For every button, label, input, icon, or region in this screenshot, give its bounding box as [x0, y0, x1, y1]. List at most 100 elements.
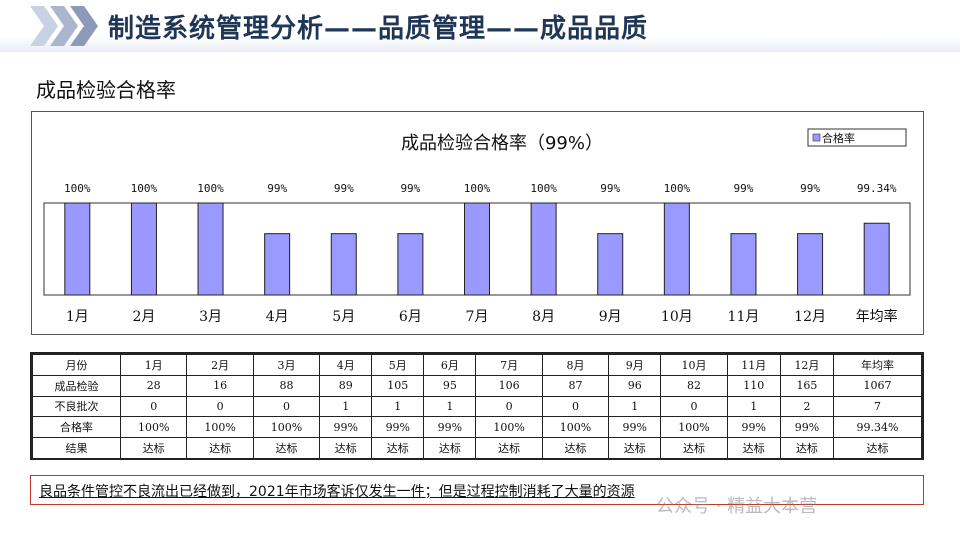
legend-swatch	[812, 133, 821, 142]
table-cell: 1	[319, 395, 373, 418]
x-tick-label-6: 6月	[399, 309, 422, 325]
x-tick-label-5: 5月	[332, 309, 355, 325]
table-cell: 达标	[541, 437, 610, 459]
bar-8	[530, 202, 557, 296]
table-cell: 11月	[726, 354, 781, 376]
table-cell: 89	[319, 374, 373, 397]
chevron-arrows-icon	[30, 6, 98, 46]
table-cell: 106	[475, 374, 543, 397]
table-cell: 99%	[371, 416, 425, 439]
x-tick-label-12: 12月	[794, 309, 826, 325]
table-cell: 1月	[119, 354, 188, 376]
table-cell: 8月	[541, 354, 610, 376]
table-cell: 7月	[475, 354, 543, 376]
x-tick-label-10: 10月	[661, 309, 693, 325]
bar-chart: 成品检验合格率（99%） 合格率 100% 100% 100% 99% 99% 99% 10…	[43, 128, 911, 325]
data-label-2: 100%	[131, 182, 158, 195]
page-title: 制造系统管理分析——品质管理——成品品质	[108, 14, 649, 44]
table-cell: 99%	[726, 416, 781, 439]
table-row: 结果 达标 达标 达标 达标 达标 达标 达标 达标 达标 达标 达标 达标 达标	[32, 437, 922, 459]
table-cell: 100%	[475, 416, 543, 439]
bar-2	[130, 202, 157, 296]
table-cell: 达标	[252, 437, 321, 459]
table-cell: 99%	[319, 416, 373, 439]
table-cell: 87	[541, 374, 610, 397]
bar-3	[197, 202, 224, 296]
table-cell: 165	[779, 374, 835, 397]
watermark-text: 公众号 · 精益大本营	[656, 496, 818, 517]
data-label-7: 100%	[464, 182, 491, 195]
table-cell: 达标	[833, 437, 922, 459]
bar-7	[464, 202, 490, 296]
table-cell: 1	[608, 395, 662, 418]
table-cell: 达标	[608, 437, 662, 459]
table-cell: 96	[608, 374, 662, 397]
table-cell: 达标	[726, 437, 781, 459]
table-cell: 达标	[779, 437, 835, 459]
row-header-cell: 月份	[32, 354, 121, 376]
table-cell: 达标	[423, 437, 477, 459]
table-frame	[30, 352, 924, 460]
data-label-4: 99%	[267, 182, 287, 195]
table-cell: 达标	[475, 437, 543, 459]
bar-11	[730, 233, 757, 296]
header-background	[0, 0, 960, 52]
section-subtitle: 成品检验合格率	[36, 78, 176, 102]
table-cell: 9月	[608, 354, 662, 376]
watermark: 公众号 · 精益大本营	[656, 492, 817, 518]
table-row: 不良批次 0 0 0 1 1 1 0 0 1 0 1 2 7	[32, 395, 922, 418]
x-tick-label-11: 11月	[728, 309, 760, 325]
table-cell: 0	[252, 395, 321, 418]
legend-label: 合格率	[822, 131, 855, 145]
x-tick-label-9: 9月	[599, 309, 622, 325]
data-label-13: 99.34%	[857, 182, 897, 195]
table-cell: 16	[186, 374, 254, 397]
data-label-12: 99%	[800, 182, 820, 195]
table-cell: 105	[371, 374, 425, 397]
bar-6	[397, 233, 424, 296]
table-cell: 1	[371, 395, 425, 418]
data-label-6: 99%	[400, 182, 420, 195]
table-cell: 0	[541, 395, 610, 418]
conclusion-text: 良品条件管控不良流出已经做到，2021年市场客诉仅发生一件；但是过程控制消耗了大…	[39, 484, 635, 500]
table-row: 合格率 100% 100% 100% 99% 99% 99% 100% 100% 99% 100% 9…	[32, 416, 922, 439]
table-cell: 100%	[660, 416, 728, 439]
row-header-cell: 合格率	[32, 416, 121, 439]
table-cell: 6月	[423, 354, 477, 376]
table-cell: 99.34%	[833, 416, 922, 439]
bar-4	[264, 233, 291, 296]
data-label-10: 100%	[664, 182, 691, 195]
bar-5	[330, 233, 357, 296]
bar-9	[597, 233, 624, 296]
data-label-9: 99%	[600, 182, 620, 195]
table-cell: 达标	[186, 437, 254, 459]
chart-title: 成品检验合格率（99%）	[401, 133, 603, 154]
x-tick-label-7: 7月	[466, 309, 489, 325]
data-label-5: 99%	[334, 182, 354, 195]
table-cell: 1	[726, 395, 781, 418]
data-label-3: 100%	[197, 182, 224, 195]
data-labels-group: 100% 100% 100% 99% 99% 99% 100% 100% 99% 100% 99% 9…	[64, 182, 897, 195]
table-cell: 99%	[779, 416, 835, 439]
table-cell: 0	[186, 395, 254, 418]
table-cell: 100%	[119, 416, 188, 439]
x-tick-labels-group: 1月 2月 3月 4月 5月 6月 7月 8月 9月 10月 11月 12月 年均率	[66, 308, 898, 325]
chart-container: 成品检验合格率（99%） 合格率 100% 100% 100% 99% 99% 99% 10…	[31, 111, 924, 335]
table-cell: 达标	[319, 437, 373, 459]
table-cell: 7	[833, 395, 922, 418]
table-cell: 4月	[319, 354, 373, 376]
bar-12	[797, 233, 824, 296]
chart-legend: 合格率	[807, 128, 907, 147]
table-cell: 0	[660, 395, 728, 418]
table-cell: 达标	[119, 437, 188, 459]
table-cell: 0	[119, 395, 188, 418]
row-header-cell: 结果	[32, 437, 121, 459]
table-cell: 12月	[779, 354, 835, 376]
x-tick-label-4: 4月	[266, 309, 289, 325]
table-cell: 88	[252, 374, 321, 397]
table-cell: 82	[660, 374, 728, 397]
bar-1	[64, 202, 91, 296]
header: 制造系统管理分析——品质管理——成品品质	[0, 0, 960, 52]
data-label-11: 99%	[734, 182, 754, 195]
table-cell: 99%	[423, 416, 477, 439]
